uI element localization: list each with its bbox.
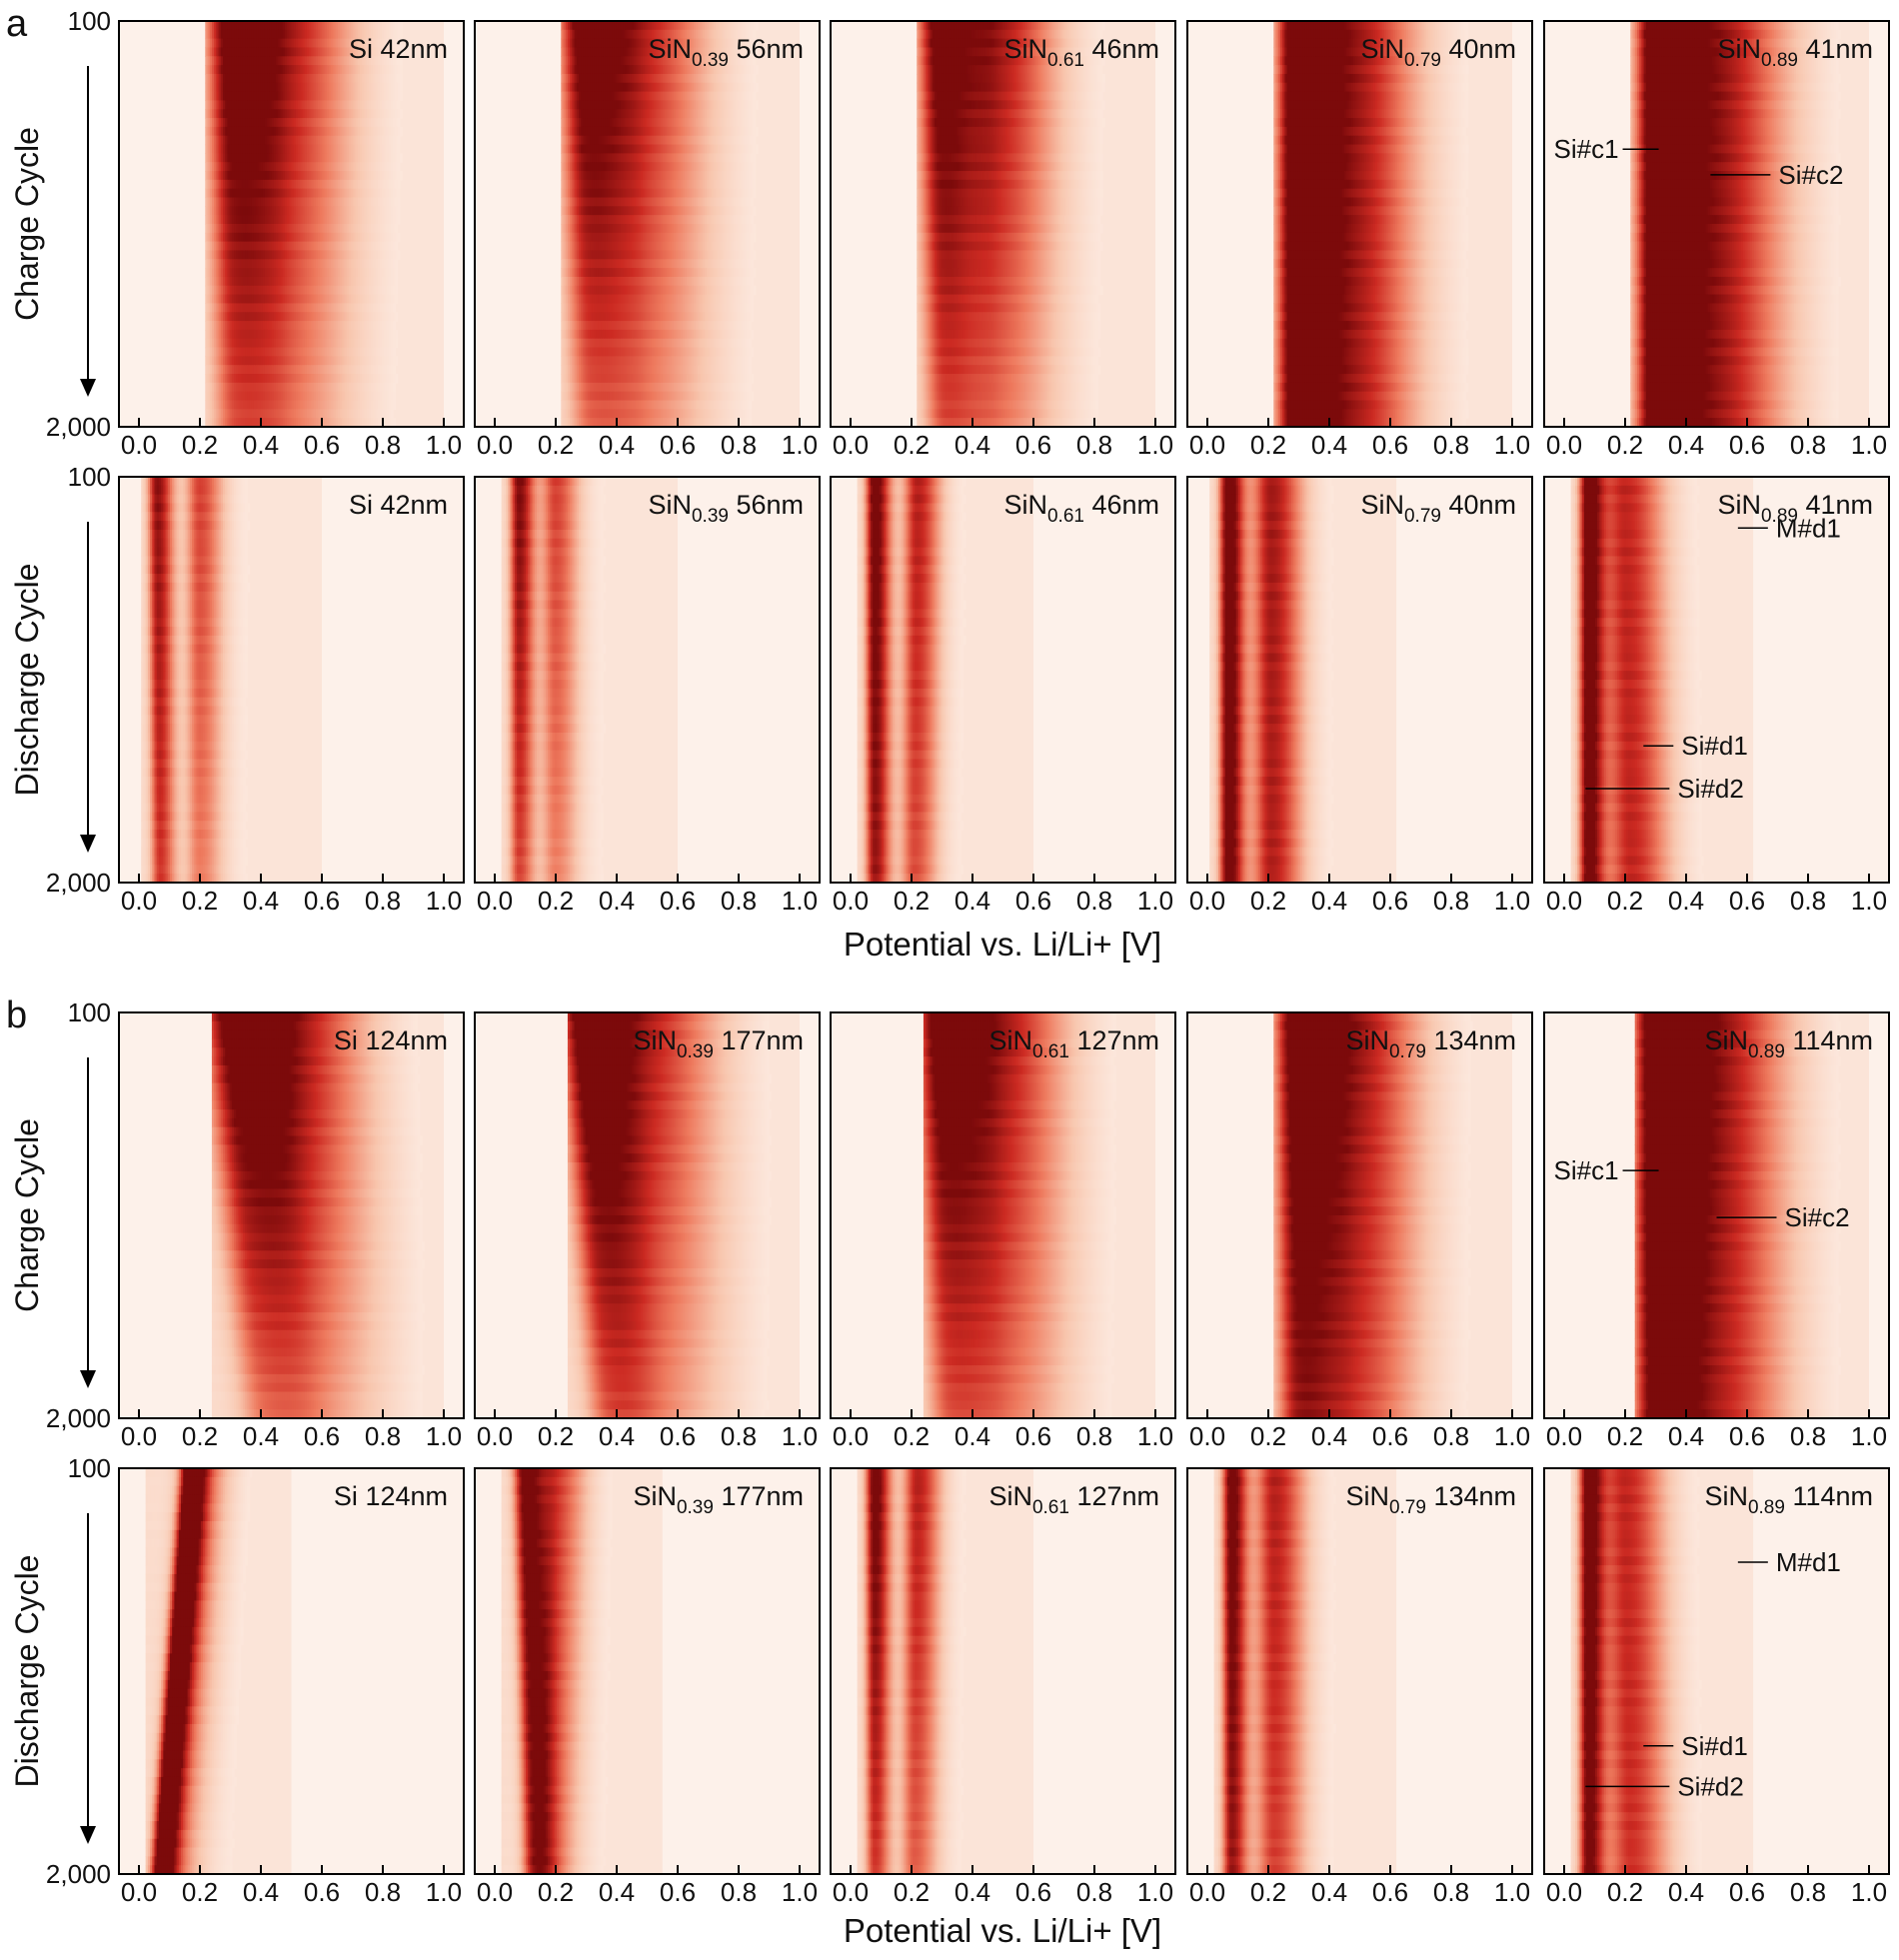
- heatmap-cell: [398, 136, 401, 145]
- x-tick-label: 0.8: [365, 430, 401, 460]
- heatmap-cell: [398, 198, 401, 207]
- heatmap-cells: [205, 21, 444, 428]
- heatmap-cell: [393, 383, 396, 392]
- heatmap-cell: [398, 189, 401, 198]
- heatmap-cell: [398, 100, 401, 109]
- heatmap-cell: [400, 92, 403, 101]
- heatmap-cell: [395, 374, 398, 383]
- heatmap-cells: [561, 21, 800, 428]
- heatmap-cell: [393, 303, 396, 312]
- heatmap-subplot: 0.0 0.2 0.4 0.6 0.8 1.0 100 2,000 Si 42nm: [46, 6, 464, 460]
- x-tick-label: 1.0: [426, 430, 462, 460]
- heatmap-cell: [756, 21, 759, 30]
- y-axis-label: Charge Cycle: [9, 127, 45, 321]
- heatmap-cell: [393, 401, 396, 410]
- heatmap-cell: [395, 312, 398, 321]
- arrow-down-icon: [80, 379, 96, 397]
- x-tick-label: 0.6: [304, 430, 340, 460]
- y-tick-label: 100: [68, 6, 111, 36]
- heatmap-cell: [395, 356, 398, 365]
- x-tick-label: 0.4: [243, 430, 279, 460]
- heatmap-cell: [398, 250, 401, 259]
- heatmap-cell: [395, 330, 398, 339]
- heatmap-cell: [395, 277, 398, 286]
- material-name: Si: [349, 34, 373, 64]
- heatmap-cell: [400, 74, 403, 83]
- heatmap-cell: [391, 409, 394, 418]
- heatmap-cell: [398, 118, 401, 127]
- heatmap-cell: [400, 127, 403, 136]
- heatmap-cell: [395, 224, 398, 233]
- panel-letter: a: [6, 3, 28, 45]
- heatmap-cell: [398, 206, 401, 215]
- heatmap-cell: [395, 268, 398, 277]
- heatmap-cell: [393, 321, 396, 330]
- figure-content: a Charge Cycle 0.0 0.2 0.4 0.6 0.8 1.0 100 2,000 S…: [6, 3, 1889, 1949]
- heatmap-cell: [756, 100, 759, 109]
- heatmap-cell: [756, 65, 759, 74]
- heatmap-cell: [398, 162, 401, 171]
- panel-a: a Charge Cycle 0.0 0.2 0.4 0.6 0.8 1.0 100 2,000 S…: [6, 3, 1889, 963]
- heatmap-cell: [393, 392, 396, 401]
- subplot-title: Si 42nm: [349, 34, 448, 64]
- heatmap-cell: [398, 180, 401, 189]
- heatmap-cell: [398, 233, 401, 242]
- heatmap-cell: [395, 286, 398, 295]
- heatmap-cell: [400, 65, 403, 74]
- heatmap-cell: [400, 171, 403, 180]
- x-tick-label: 0.0: [121, 430, 157, 460]
- heatmap-cell: [393, 365, 396, 374]
- heatmap-cell: [756, 83, 759, 92]
- row-charge: Charge Cycle 0.0 0.2 0.4 0.6 0.8 1.0 100 2,000 Si…: [9, 6, 1889, 460]
- heatmap-cell: [395, 259, 398, 268]
- heatmap-cell: [754, 92, 757, 101]
- thickness-label: 42nm: [373, 34, 448, 64]
- heatmap-cell: [395, 339, 398, 348]
- heatmap-cell: [754, 74, 757, 83]
- heatmap-cell: [400, 21, 403, 30]
- heatmap-cell: [393, 348, 396, 357]
- y-tick-label: 2,000: [46, 412, 111, 442]
- heatmap-cell: [400, 153, 403, 162]
- heatmap-cell: [400, 83, 403, 92]
- heatmap-cell: [398, 215, 401, 224]
- heatmap-cell: [398, 145, 401, 154]
- x-tick-label: 0.2: [182, 430, 218, 460]
- heatmap-cell: [400, 109, 403, 118]
- heatmap-cell: [395, 242, 398, 251]
- heatmap-cell: [395, 295, 398, 304]
